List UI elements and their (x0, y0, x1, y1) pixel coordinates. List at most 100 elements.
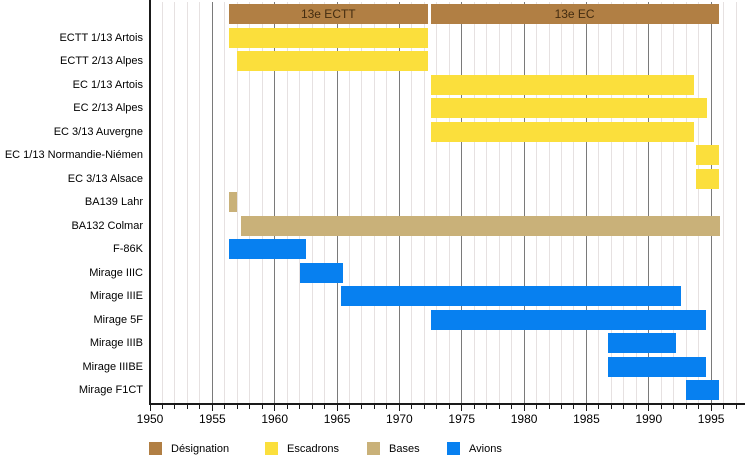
legend-item-avions: Avions (447, 442, 502, 455)
gridline-minor (473, 2, 475, 403)
gridline-minor (174, 2, 176, 403)
row-label: EC 2/13 Alpes (73, 102, 143, 114)
row-label: F-86K (113, 243, 143, 255)
gridline-minor (623, 2, 625, 403)
timeline-bar (237, 51, 429, 71)
timeline-bar (696, 145, 719, 165)
gridline-minor (498, 2, 500, 403)
x-axis-tick (448, 404, 450, 409)
gridline-minor (236, 2, 238, 403)
gridline-minor (161, 2, 163, 403)
gridline-minor (186, 2, 188, 403)
legend-label: Escadrons (287, 442, 339, 455)
gridline-minor (548, 2, 550, 403)
gridline-minor (386, 2, 388, 403)
timeline-bar (340, 286, 682, 306)
timeline-bar (607, 356, 707, 377)
gridline-minor (536, 2, 538, 403)
gridline-minor (685, 2, 687, 403)
gridline-minor (261, 2, 263, 403)
gridline-major (398, 2, 400, 403)
x-axis-tick (361, 404, 363, 409)
x-axis-tick (411, 404, 413, 409)
designation-bar: 13e ECTT (228, 4, 429, 24)
x-axis-tick-label: 1970 (386, 412, 413, 426)
x-axis-tick (685, 404, 687, 409)
gridline-minor (349, 2, 351, 403)
x-axis-tick (349, 404, 351, 409)
gridline-minor (635, 2, 637, 403)
x-axis-tick (149, 404, 151, 411)
timeline-bar (430, 98, 708, 118)
row-label: ECTT 2/13 Alpes (60, 55, 143, 67)
row-label: EC 1/13 Artois (72, 78, 143, 91)
x-axis-tick (723, 404, 725, 409)
gridline-minor (286, 2, 288, 403)
legend-swatch-bases (367, 442, 380, 455)
timeline-bar (430, 309, 707, 330)
legend-swatch-avions (447, 442, 460, 455)
gridline-minor (249, 2, 251, 403)
x-axis-tick (523, 404, 525, 411)
timeline-bar (228, 239, 306, 259)
gridline-minor (511, 2, 513, 403)
x-axis-tick (249, 404, 251, 409)
x-axis-tick (648, 404, 650, 411)
x-axis-tick (486, 404, 488, 409)
timeline-bar (299, 262, 344, 283)
row-label: Mirage IIIC (89, 266, 143, 279)
x-axis-tick (673, 404, 675, 409)
row-label: Mirage IIIE (89, 290, 143, 302)
gridline-minor (486, 2, 488, 403)
x-axis-tick (710, 404, 712, 411)
x-axis-tick (511, 404, 513, 409)
gridline-major (523, 2, 525, 403)
x-axis-tick-label: 1955 (198, 412, 226, 426)
x-axis-tick-label: 1980 (510, 412, 538, 426)
timeline-bar (696, 168, 719, 189)
x-axis-tick (598, 404, 600, 409)
gridline-minor (723, 2, 725, 403)
row-label: Mirage F1CT (78, 384, 143, 396)
x-axis-tick (735, 404, 737, 409)
legend-item-bases: Bases (367, 442, 420, 455)
gridline-minor (735, 2, 737, 403)
y-axis-line (149, 0, 151, 403)
gridline-minor (324, 2, 326, 403)
x-axis-tick (660, 404, 662, 409)
timeline-bar (228, 27, 429, 48)
gridline-minor (698, 2, 700, 403)
legend-label: Bases (389, 442, 420, 455)
x-axis-tick (436, 404, 438, 409)
gridline-major (648, 2, 650, 403)
x-axis-tick (236, 404, 238, 409)
gridline-major (461, 2, 463, 403)
x-axis-tick (473, 404, 475, 409)
legend-swatch-designation (149, 442, 162, 455)
x-axis-tick (610, 404, 612, 409)
x-axis-tick (299, 404, 301, 409)
row-label: Mirage IIIB (89, 337, 143, 349)
x-axis-tick (423, 404, 425, 409)
gridline-minor (299, 2, 301, 403)
legend-swatch-escadrons (265, 442, 278, 455)
row-label: EC 3/13 Alsace (67, 172, 143, 185)
gridline-minor (361, 2, 363, 403)
x-axis-tick (199, 404, 201, 409)
row-label: Mirage IIIBE (82, 360, 143, 373)
x-axis-tick-label: 1990 (635, 412, 663, 426)
row-label: Mirage 5F (93, 313, 143, 326)
x-axis-tick (623, 404, 625, 409)
gridline-minor (311, 2, 313, 403)
timeline-bar (241, 215, 720, 236)
x-axis-tick (461, 404, 463, 411)
x-axis-tick (174, 404, 176, 409)
gridline-major (336, 2, 338, 403)
gridline-minor (448, 2, 450, 403)
gridline-minor (199, 2, 201, 403)
gridline-minor (411, 2, 413, 403)
timeline-bar (430, 121, 694, 142)
x-axis-tick (224, 404, 226, 409)
x-axis-tick (386, 404, 388, 409)
gridline-minor (598, 2, 600, 403)
